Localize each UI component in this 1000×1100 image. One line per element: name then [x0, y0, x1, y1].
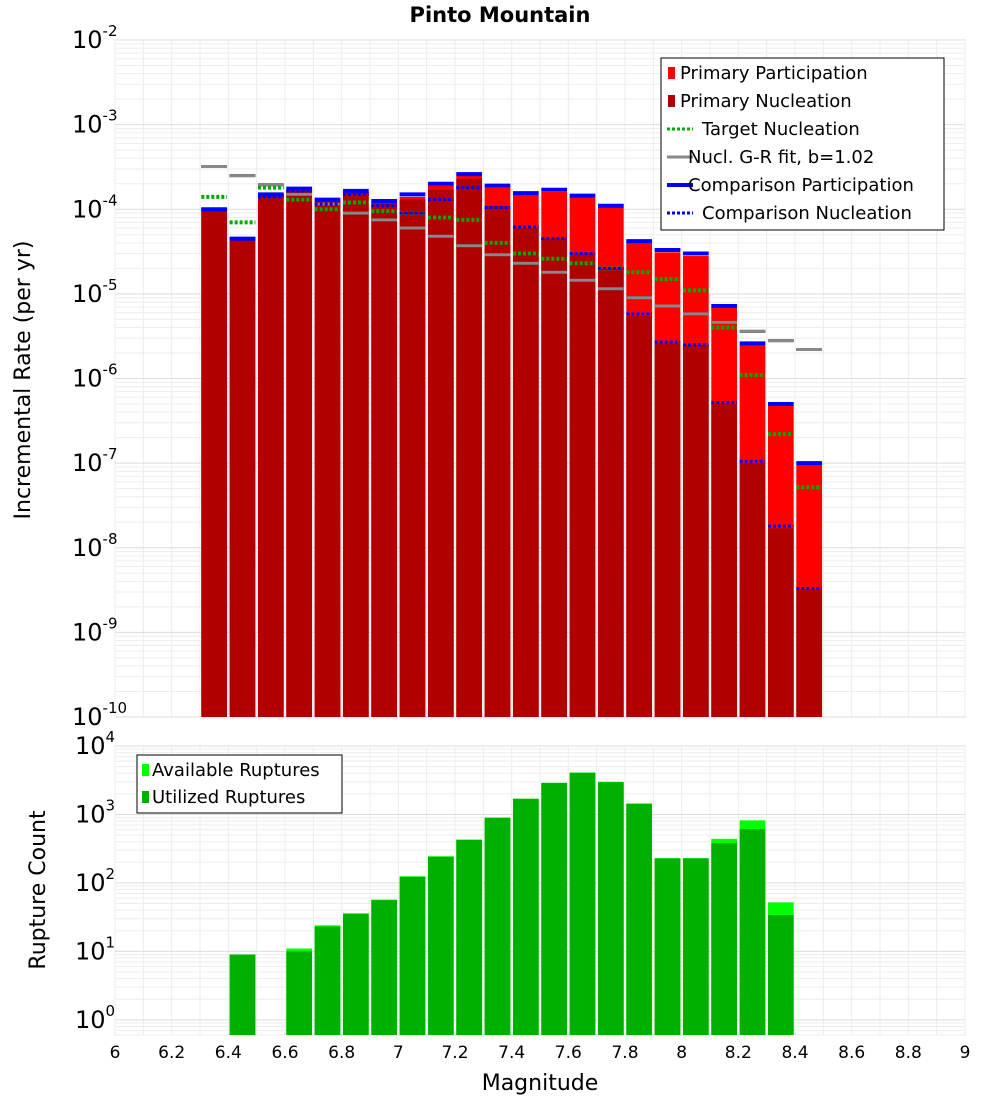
x-tick-label: 6.2	[158, 1043, 185, 1063]
legend-entry: Primary Participation	[680, 63, 868, 84]
legend-entry: Primary Nucleation	[680, 91, 852, 112]
bar-primary-nucleation	[512, 228, 539, 717]
bar-utilized-ruptures	[512, 798, 539, 1035]
top-bars	[201, 175, 823, 718]
bar-utilized-ruptures	[569, 772, 596, 1035]
y-tick-label: 104	[75, 728, 115, 760]
bar-utilized-ruptures	[767, 914, 794, 1035]
bar-primary-nucleation	[597, 268, 624, 717]
bar-utilized-ruptures	[314, 926, 341, 1035]
top-y-axis-label: Incremental Rate (per yr)	[11, 241, 36, 520]
x-tick-label: 8.6	[838, 1043, 865, 1063]
y-tick-label: 100	[75, 1002, 115, 1034]
x-tick-label: 7.8	[611, 1043, 638, 1063]
bar-utilized-ruptures	[484, 817, 511, 1035]
legend-entry: Utilized Ruptures	[152, 787, 305, 808]
x-tick-label: 9	[960, 1043, 971, 1063]
bar-primary-nucleation	[257, 194, 284, 718]
bar-primary-nucleation	[711, 403, 738, 717]
y-tick-label: 103	[75, 796, 115, 828]
legend-box	[136, 754, 343, 814]
x-tick-labels: 6 6.2 6.4 6.6 6.8 7 7.2 7.4 7.6 7.8 8 8.2 8.4 8.6 8.8 9	[110, 1043, 971, 1063]
bar-utilized-ruptures	[427, 856, 454, 1035]
legend-swatch	[668, 95, 675, 107]
bar-primary-nucleation	[541, 238, 568, 717]
x-tick-label: 7	[393, 1043, 404, 1063]
bar-primary-nucleation	[342, 191, 369, 718]
bar-utilized-ruptures	[286, 951, 313, 1035]
x-tick-label: 7.4	[498, 1043, 525, 1063]
bar-utilized-ruptures	[541, 783, 568, 1035]
bar-primary-nucleation	[286, 189, 313, 717]
y-tick-label: 10-3	[72, 107, 118, 139]
bar-utilized-ruptures	[711, 843, 738, 1035]
bar-utilized-ruptures	[456, 839, 483, 1035]
x-tick-label: 7.6	[555, 1043, 582, 1063]
y-tick-label: 10-5	[72, 276, 118, 308]
legend-box	[660, 57, 945, 231]
legend-swatch	[142, 791, 149, 803]
y-tick-label: 101	[75, 933, 115, 965]
x-tick-label: 6.8	[328, 1043, 355, 1063]
bar-primary-nucleation	[767, 528, 794, 717]
bar-utilized-ruptures	[342, 914, 369, 1035]
bar-utilized-ruptures	[229, 954, 256, 1035]
y-tick-label: 10-8	[72, 530, 118, 562]
legend-swatch	[668, 67, 675, 79]
bar-primary-nucleation	[796, 589, 823, 717]
bar-primary-nucleation	[427, 189, 454, 717]
legend-entry: Comparison Nucleation	[702, 203, 912, 224]
y-tick-label: 10-10	[72, 699, 127, 731]
bottom-y-tick-labels: 100 101 102 103 104	[75, 728, 115, 1034]
bar-primary-nucleation	[682, 344, 709, 717]
bar-utilized-ruptures	[399, 876, 426, 1035]
bar-utilized-ruptures	[682, 858, 709, 1035]
x-tick-label: 8.4	[781, 1043, 808, 1063]
bar-primary-nucleation	[399, 199, 426, 717]
bottom-y-axis-label: Rupture Count	[26, 810, 51, 970]
bar-utilized-ruptures	[371, 900, 398, 1035]
x-tick-label: 6	[110, 1043, 121, 1063]
top-series-marks	[201, 165, 823, 590]
y-tick-label: 102	[75, 865, 115, 897]
chart-title: Pinto Mountain	[410, 3, 591, 27]
x-axis-label: Magnitude	[482, 1071, 599, 1096]
top-y-tick-labels: 10-10 10-9 10-8 10-7 10-6 10-5 10-4 10-3 10-2	[72, 22, 127, 731]
top-legend: Primary Participation Primary Nucleation T…	[660, 57, 945, 231]
bar-utilized-ruptures	[597, 782, 624, 1035]
y-tick-label: 10-9	[72, 614, 118, 646]
y-tick-label: 10-2	[72, 22, 118, 54]
y-tick-label: 10-7	[72, 445, 118, 477]
legend-swatch	[142, 764, 149, 776]
bar-primary-nucleation	[654, 343, 681, 717]
x-tick-label: 7.2	[441, 1043, 468, 1063]
bar-primary-nucleation	[229, 238, 256, 717]
legend-entry: Comparison Participation	[688, 175, 914, 196]
bar-primary-nucleation	[739, 463, 766, 717]
bar-primary-nucleation	[201, 209, 228, 717]
legend-entry: Available Ruptures	[152, 760, 320, 781]
y-tick-label: 10-4	[72, 191, 118, 223]
bar-primary-nucleation	[456, 178, 483, 717]
legend-entry: Nucl. G-R fit, b=1.02	[688, 147, 874, 168]
y-tick-label: 10-6	[72, 361, 118, 393]
bar-primary-nucleation	[484, 205, 511, 718]
bottom-bars	[229, 772, 794, 1035]
bottom-gridlines	[114, 745, 966, 1036]
legend-entry: Target Nucleation	[701, 119, 860, 140]
bar-utilized-ruptures	[739, 829, 766, 1035]
x-tick-label: 8.2	[725, 1043, 752, 1063]
bar-primary-nucleation	[371, 202, 398, 717]
x-tick-label: 6.6	[271, 1043, 298, 1063]
x-tick-label: 8	[676, 1043, 687, 1063]
bar-primary-nucleation	[569, 253, 596, 718]
x-tick-label: 8.8	[895, 1043, 922, 1063]
x-tick-label: 6.4	[215, 1043, 242, 1063]
bar-utilized-ruptures	[626, 804, 653, 1035]
bar-primary-nucleation	[626, 315, 653, 717]
bar-primary-nucleation	[314, 201, 341, 717]
bar-utilized-ruptures	[654, 858, 681, 1035]
bottom-legend: Available Ruptures Utilized Ruptures	[136, 754, 343, 814]
